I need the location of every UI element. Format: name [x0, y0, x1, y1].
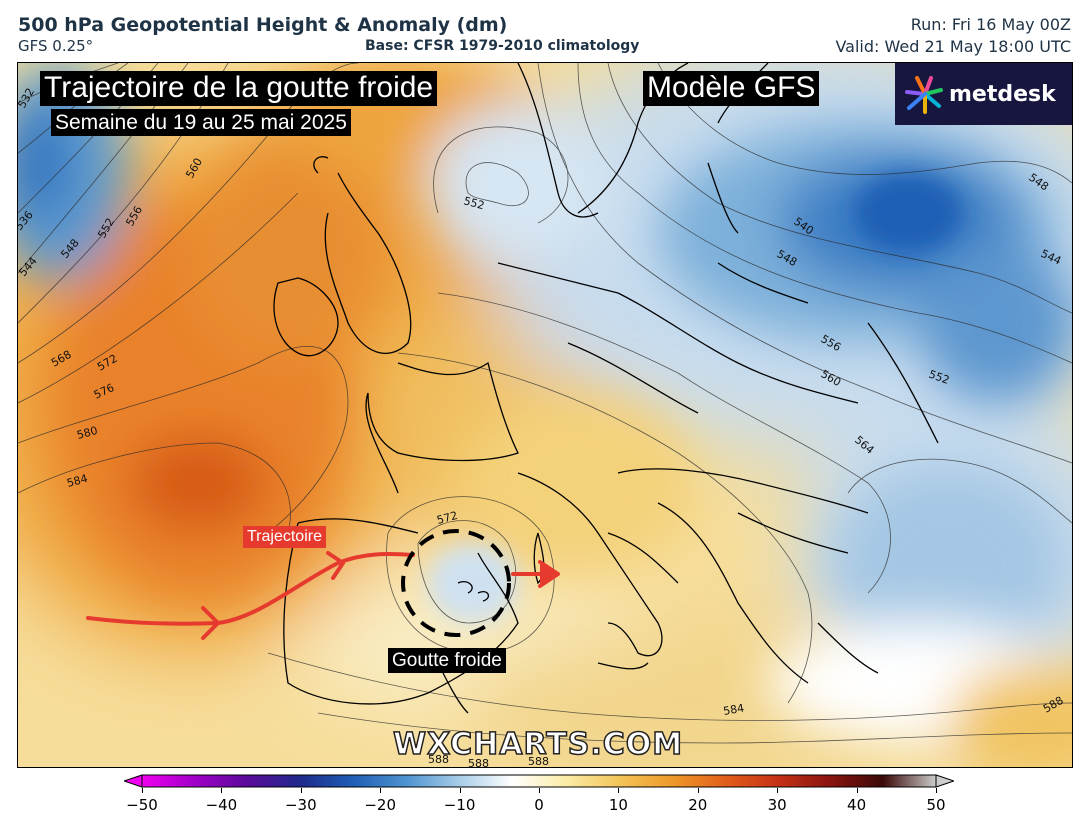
trajectory-label: Trajectoire [243, 526, 326, 548]
trajectory-arrow-west [86, 616, 220, 626]
watermark: WXCHARTS.COM [392, 726, 684, 763]
colorbar-left-cap [122, 774, 143, 788]
contour-label: 580 [75, 424, 99, 442]
anomaly-map: 532 536 544 548 552 556 560 568 572 576 … [17, 62, 1073, 768]
colorbar-tick-mark [221, 788, 223, 793]
colorbar-tick-mark [777, 788, 779, 793]
climatology-base: Base: CFSR 1979-2010 climatology [365, 38, 640, 54]
contour-label: 584 [65, 472, 89, 490]
colorbar-tick-mark [936, 788, 937, 793]
colorbar-tick-label: −20 [364, 796, 397, 814]
overlay-week: Semaine du 19 au 25 mai 2025 [51, 109, 351, 136]
overlay-title: Trajectoire de la goutte froide [40, 71, 438, 106]
colorbar-gradient [122, 774, 956, 788]
trajectory-arrow-iberia [216, 551, 415, 625]
colorbar: −50 −40 −30 −20 −10 0 10 20 30 40 50 [122, 774, 956, 830]
colorbar-tick-label: 50 [926, 796, 946, 814]
overlay-model-label: Modèle GFS [643, 71, 820, 106]
colorbar-tick-mark [856, 788, 858, 793]
run-time: Run: Fri 16 May 00Z [910, 15, 1071, 34]
metdesk-logo: metdesk [895, 63, 1072, 125]
colorbar-tick-mark [380, 788, 382, 793]
colorbar-tick-mark [539, 788, 540, 793]
colorbar-bar [141, 774, 937, 788]
contour-label: 572 [435, 509, 459, 527]
trajectory-arrow-iberia-head [326, 551, 345, 580]
colorbar-tick-label: 20 [688, 796, 708, 814]
cold-drop-circle [401, 529, 511, 637]
colorbar-tick-label: −30 [284, 796, 317, 814]
colorbar-tick-label: −50 [126, 796, 158, 814]
colorbar-tick-mark [697, 788, 699, 793]
cold-drop-label: Goutte froide [388, 648, 506, 673]
model-label: GFS 0.25° [18, 37, 94, 55]
colorbar-tick-mark [142, 788, 143, 793]
colorbar-right-cap [935, 774, 956, 788]
contour-label: 588 [468, 757, 489, 767]
contour-label: 584 [722, 702, 745, 718]
coastlines [273, 63, 939, 714]
contour-label: 588 [428, 753, 449, 766]
logo-text: metdesk [949, 81, 1056, 107]
colorbar-tick-mark [300, 788, 302, 793]
colorbar-tick-label: −10 [443, 796, 476, 814]
contour-label: 588 [528, 755, 549, 767]
anomaly-field [18, 63, 1072, 767]
colorbar-tick-mark [618, 788, 620, 793]
chart-title: 500 hPa Geopotential Height & Anomaly (d… [18, 14, 508, 36]
colorbar-tick-label: 30 [767, 796, 787, 814]
pinwheel-icon [905, 76, 943, 114]
trajectory-arrow-east-head [538, 560, 560, 588]
valid-time: Valid: Wed 21 May 18:00 UTC [835, 37, 1071, 56]
trajectory-arrows [86, 551, 560, 640]
colorbar-tick-label: 0 [534, 796, 544, 814]
colorbar-tick-mark [459, 788, 461, 793]
map-field: 532 536 544 548 552 556 560 568 572 576 … [18, 63, 1072, 767]
colorbar-tick-label: 10 [608, 796, 628, 814]
colorbar-tick-label: −40 [205, 796, 238, 814]
colorbar-tick-label: 40 [847, 796, 867, 814]
contour-label: 552 [462, 194, 486, 212]
